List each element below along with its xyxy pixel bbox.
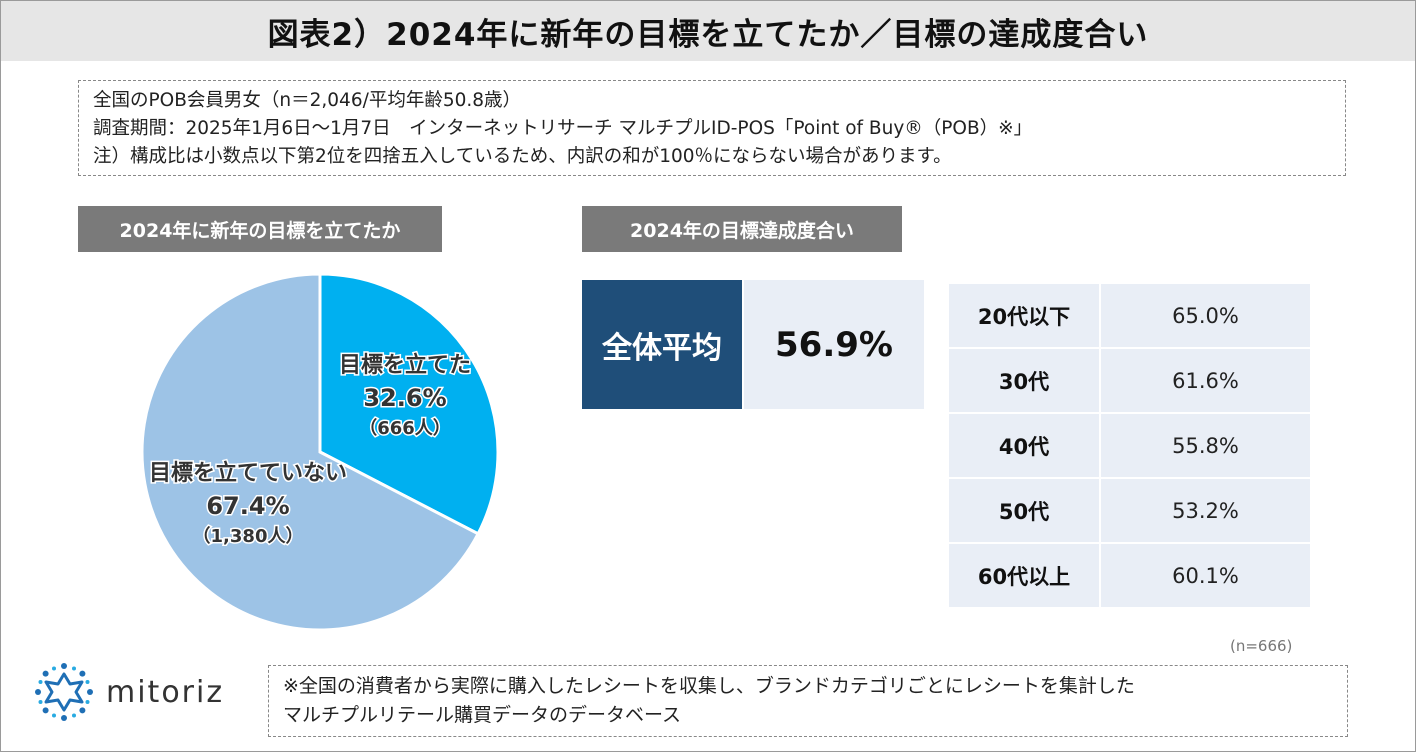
achievement-value-cell: 65.0% (1099, 282, 1312, 349)
overall-average-value: 56.9% (744, 280, 924, 409)
overall-average-label: 全体平均 (582, 280, 742, 409)
age-group-cell: 60代以上 (947, 542, 1101, 609)
pie-chart: 目標を立てた 32.6% （666人） 目標を立てていない 67.4% （1,380人） (140, 272, 500, 632)
pie-slice (318, 272, 500, 536)
company-logo: mitoriz (32, 660, 224, 724)
sample-size-note: (n=666) (1230, 637, 1293, 655)
note-line: 全国のPOB会員男女（n＝2,046/平均年齢50.8歳） (93, 90, 522, 111)
slice-percent-label: 67.4% (206, 492, 289, 520)
slice-percent-label: 32.6% (363, 384, 446, 412)
age-group-cell: 20代以下 (947, 282, 1101, 349)
pie-section-label: 2024年に新年の目標を立てたか (78, 206, 442, 252)
note-line: 調査期間：2025年1月6日～1月7日 インターネットリサーチ マルチプルID-… (93, 118, 1033, 139)
footnote-line: マルチプルリテール購買データのデータベース (283, 704, 682, 726)
age-group-cell: 40代 (947, 412, 1101, 479)
slice-label: 目標を立てた (339, 352, 471, 378)
pie-slice (140, 272, 481, 632)
slice-count-label: （1,380人） (193, 526, 304, 547)
table-row: 20代以下 65.0% (947, 282, 1312, 349)
table-row: 30代 61.6% (947, 347, 1312, 414)
achievement-value-cell: 61.6% (1099, 347, 1312, 414)
slice-count-label: （666人） (359, 418, 451, 439)
slice-label: 目標を立てていない (149, 460, 347, 486)
table-row: 40代 55.8% (947, 412, 1312, 479)
table-row: 60代以上 60.1% (947, 542, 1312, 609)
age-group-table: 20代以下 65.0% 30代 61.6% 40代 55.8% 50代 53.2… (947, 282, 1312, 609)
logo-text: mitoriz (106, 674, 225, 710)
footnote-line: ※全国の消費者から実際に購入したレシートを収集し、ブランドカテゴリごとにレシート… (283, 675, 1135, 697)
table-section-label: 2024年の目標達成度合い (582, 206, 902, 252)
achievement-value-cell: 60.1% (1099, 542, 1312, 609)
table-row: 50代 53.2% (947, 477, 1312, 544)
achievement-value-cell: 55.8% (1099, 412, 1312, 479)
sun-burst-logo-icon (35, 663, 93, 721)
age-group-cell: 30代 (947, 347, 1101, 414)
title-bar: 図表2）2024年に新年の目標を立てたか／目標の達成度合い (1, 1, 1415, 61)
figure-title: 図表2）2024年に新年の目標を立てたか／目標の達成度合い (267, 16, 1149, 53)
age-group-cell: 50代 (947, 477, 1101, 544)
note-line: 注）構成比は小数点以下第2位を四捨五入しているため、内訳の和が100％にならない… (93, 146, 952, 167)
achievement-value-cell: 53.2% (1099, 477, 1312, 544)
survey-notes: 全国のPOB会員男女（n＝2,046/平均年齢50.8歳） 調査期間：2025年… (78, 80, 1346, 176)
footnote: ※全国の消費者から実際に購入したレシートを収集し、ブランドカテゴリごとにレシート… (268, 665, 1348, 737)
